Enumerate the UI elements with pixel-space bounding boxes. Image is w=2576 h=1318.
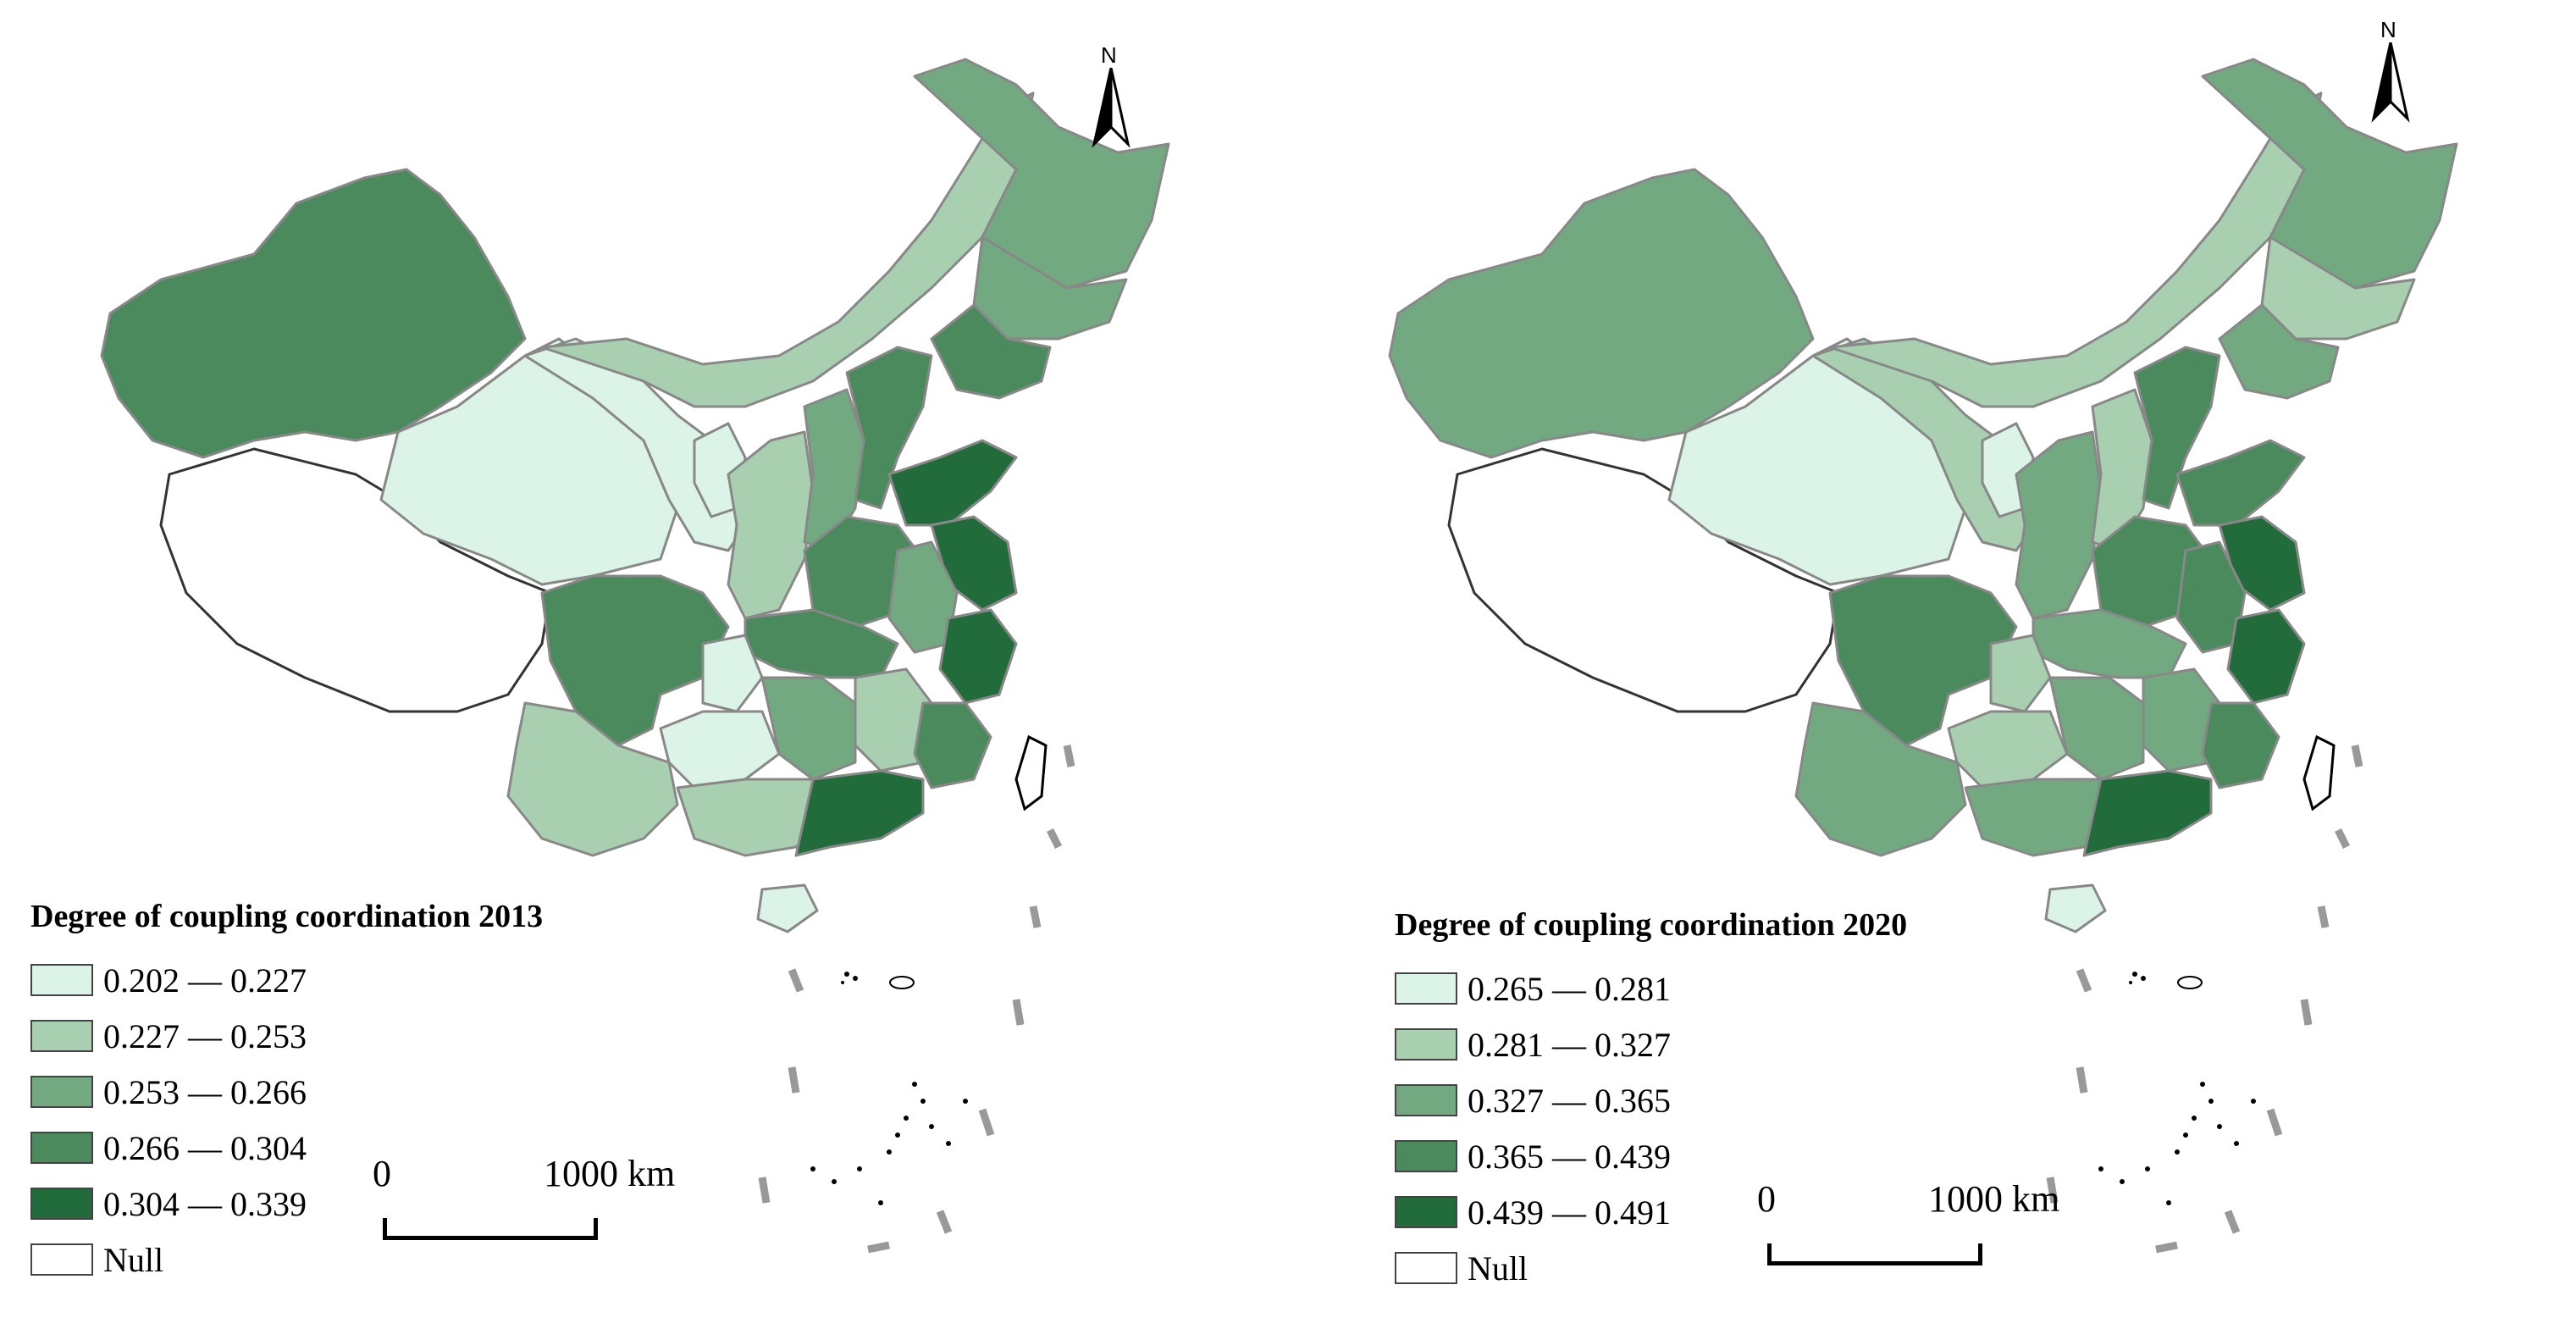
region-shandong xyxy=(887,439,1018,527)
choropleth-map-2013 xyxy=(100,58,1170,1254)
legend-swatch xyxy=(30,1188,93,1220)
region-inner-mongolia xyxy=(540,91,1035,408)
region-xinjiang xyxy=(100,168,527,459)
region-hainan xyxy=(756,883,819,933)
legend-item: 0.227 — 0.253 xyxy=(30,1008,543,1064)
region-fujian xyxy=(913,701,992,789)
region-zhejiang xyxy=(2226,608,2306,705)
region-tibet xyxy=(1447,447,1840,713)
legend-swatch xyxy=(1395,1140,1457,1172)
legend-title: Degree of coupling coordination 2013 xyxy=(30,899,544,934)
choropleth-map-2020 xyxy=(1388,58,2458,1254)
legend-item: 0.365 — 0.439 xyxy=(1395,1128,1907,1184)
north-label: N xyxy=(2380,17,2396,42)
region-inner-mongolia xyxy=(1828,91,2323,408)
legend-label: Null xyxy=(103,1240,164,1279)
north-arrow: N xyxy=(2365,17,2416,123)
region-shaanxi xyxy=(2015,430,2103,620)
region-tibet xyxy=(159,447,552,713)
scale-bar-2013: 0 1000 km xyxy=(373,1152,675,1254)
region-yunnan xyxy=(1794,701,1967,857)
scale-bar-line xyxy=(1767,1243,1982,1265)
legend-item: 0.202 — 0.227 xyxy=(30,952,543,1008)
scale-zero: 0 xyxy=(373,1153,391,1194)
legend-title: Degree of coupling coordination 2020 xyxy=(1395,907,1908,943)
legend-swatch xyxy=(1395,1252,1457,1284)
legend-label: 0.281 — 0.327 xyxy=(1468,1025,1671,1064)
region-hunan xyxy=(760,676,857,781)
legend-swatch xyxy=(30,1020,93,1052)
legend-label: 0.253 — 0.266 xyxy=(103,1072,307,1111)
legend-2020: Degree of coupling coordination 2020 0.2… xyxy=(1395,906,1907,1296)
legend-swatch xyxy=(1395,1084,1457,1116)
legend-swatch xyxy=(30,1132,93,1164)
region-hunan xyxy=(2048,676,2145,781)
legend-item-null: Null xyxy=(1395,1240,1907,1296)
north-arrow: N xyxy=(1086,42,1136,148)
region-guizhou xyxy=(659,710,781,789)
region-zhejiang xyxy=(938,608,1018,705)
map-panel-2013: N Degree of coupling coordination 2013 0… xyxy=(30,42,1170,1288)
legend-item: 0.253 — 0.266 xyxy=(30,1064,543,1120)
region-hebei xyxy=(845,346,933,510)
legend-label: 0.266 — 0.304 xyxy=(103,1128,307,1167)
north-label: N xyxy=(1101,42,1117,68)
legend-item: 0.281 — 0.327 xyxy=(1395,1016,1907,1072)
legend-item: 0.266 — 0.304 xyxy=(30,1120,543,1176)
north-arrow-icon xyxy=(1092,68,1130,148)
region-taiwan xyxy=(2302,734,2336,811)
legend-label: 0.227 — 0.253 xyxy=(103,1016,307,1055)
legend-swatch xyxy=(30,1076,93,1108)
legend-label: 0.327 — 0.365 xyxy=(1468,1081,1671,1120)
region-liaoning xyxy=(2218,303,2340,400)
region-liaoning xyxy=(930,303,1052,400)
legend-2013: Degree of coupling coordination 2013 0.2… xyxy=(30,898,543,1288)
legend-swatch xyxy=(1395,972,1457,1005)
region-shaanxi xyxy=(727,430,815,620)
map-panel-2020: N Degree of coupling coordination 2020 0… xyxy=(1288,0,2576,1318)
scale-distance: 1000 km xyxy=(544,1153,676,1194)
scale-bar-2020: 0 1000 km xyxy=(1757,1177,2059,1279)
region-hainan xyxy=(2044,883,2107,933)
scale-zero: 0 xyxy=(1757,1178,1776,1220)
region-shandong xyxy=(2175,439,2306,527)
legend-swatch xyxy=(30,964,93,996)
legend-label: 0.439 — 0.491 xyxy=(1468,1193,1671,1232)
region-fujian xyxy=(2201,701,2280,789)
region-chongqing xyxy=(1989,634,2052,713)
legend-label: 0.202 — 0.227 xyxy=(103,961,307,1000)
legend-label: Null xyxy=(1468,1249,1528,1288)
nine-dash-line xyxy=(758,745,1075,1254)
legend-label: 0.304 — 0.339 xyxy=(103,1184,307,1223)
legend-swatch xyxy=(1395,1196,1457,1228)
legend-swatch xyxy=(30,1243,93,1276)
region-chongqing xyxy=(701,634,764,713)
region-hebei xyxy=(2133,346,2221,510)
region-sichuan xyxy=(1828,574,2018,747)
region-guangdong xyxy=(794,769,925,857)
south-sea-islands xyxy=(2098,972,2256,1205)
legend-item: 0.439 — 0.491 xyxy=(1395,1184,1907,1240)
legend-swatch xyxy=(1395,1028,1457,1060)
legend-item: 0.304 — 0.339 xyxy=(30,1176,543,1232)
south-sea-islands xyxy=(810,972,968,1205)
scale-bar-line xyxy=(383,1218,598,1240)
nine-dash-line xyxy=(2046,745,2363,1254)
legend-item: 0.265 — 0.281 xyxy=(1395,961,1907,1016)
legend-item-null: Null xyxy=(30,1232,543,1288)
legend-label: 0.365 — 0.439 xyxy=(1468,1137,1671,1176)
region-yunnan xyxy=(506,701,679,857)
legend-label: 0.265 — 0.281 xyxy=(1468,969,1671,1008)
region-guangdong xyxy=(2082,769,2213,857)
region-xinjiang xyxy=(1388,168,1815,459)
region-sichuan xyxy=(540,574,730,747)
scale-distance: 1000 km xyxy=(1928,1178,2060,1220)
region-guizhou xyxy=(1947,710,2069,789)
north-arrow-icon xyxy=(2371,42,2410,123)
region-taiwan xyxy=(1014,734,1048,811)
legend-item: 0.327 — 0.365 xyxy=(1395,1072,1907,1128)
